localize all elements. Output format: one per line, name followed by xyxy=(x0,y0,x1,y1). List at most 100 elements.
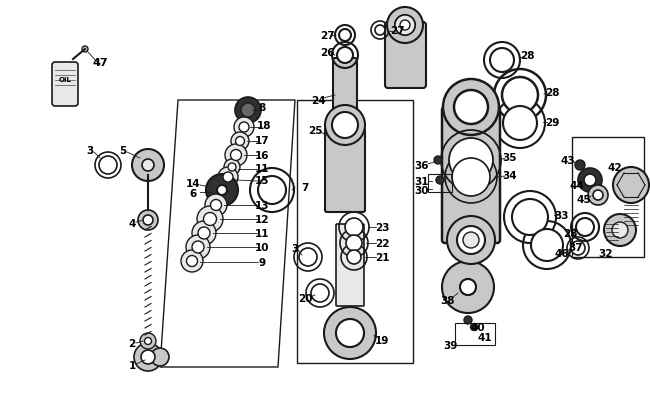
Text: 45: 45 xyxy=(577,194,592,205)
Circle shape xyxy=(452,159,490,196)
Circle shape xyxy=(223,173,233,183)
Circle shape xyxy=(140,333,156,349)
Text: 39: 39 xyxy=(443,340,457,350)
Text: 22: 22 xyxy=(375,239,389,248)
Text: 16: 16 xyxy=(255,151,269,161)
Text: 13: 13 xyxy=(255,200,269,211)
Circle shape xyxy=(593,190,603,200)
FancyBboxPatch shape xyxy=(442,108,500,243)
Text: 19: 19 xyxy=(375,335,389,345)
Text: 20: 20 xyxy=(298,293,312,303)
Circle shape xyxy=(231,150,242,161)
Text: 21: 21 xyxy=(375,252,389,262)
Circle shape xyxy=(347,250,361,264)
Circle shape xyxy=(324,307,376,359)
Bar xyxy=(455,323,495,345)
Circle shape xyxy=(464,316,472,324)
Circle shape xyxy=(181,250,203,272)
Circle shape xyxy=(311,284,329,302)
Text: 5: 5 xyxy=(120,146,127,156)
Circle shape xyxy=(339,30,351,42)
Circle shape xyxy=(299,248,317,266)
Text: 40: 40 xyxy=(471,322,486,332)
Text: 35: 35 xyxy=(502,153,517,162)
Text: 11: 11 xyxy=(255,228,269,239)
Circle shape xyxy=(235,137,244,146)
Circle shape xyxy=(235,98,261,124)
Text: 43: 43 xyxy=(561,156,575,166)
Circle shape xyxy=(531,230,563,261)
Text: 42: 42 xyxy=(608,162,622,173)
Circle shape xyxy=(447,216,495,264)
Bar xyxy=(428,175,452,192)
Circle shape xyxy=(225,145,247,166)
Text: 31: 31 xyxy=(415,177,429,187)
Text: 9: 9 xyxy=(259,257,266,267)
Circle shape xyxy=(187,256,198,267)
Circle shape xyxy=(387,8,423,44)
Circle shape xyxy=(258,177,286,205)
Circle shape xyxy=(612,222,628,239)
Text: 28: 28 xyxy=(545,88,559,98)
Circle shape xyxy=(613,168,649,203)
Text: 8: 8 xyxy=(259,103,266,113)
Circle shape xyxy=(224,160,240,175)
Text: 47: 47 xyxy=(92,58,108,68)
Circle shape xyxy=(144,338,151,345)
Circle shape xyxy=(143,215,153,226)
Circle shape xyxy=(337,48,353,64)
Circle shape xyxy=(490,49,514,73)
Circle shape xyxy=(457,226,485,254)
Text: 28: 28 xyxy=(563,228,577,239)
Circle shape xyxy=(395,16,415,36)
Text: 14: 14 xyxy=(186,179,200,189)
Circle shape xyxy=(332,113,358,139)
Text: 30: 30 xyxy=(415,185,429,196)
Circle shape xyxy=(206,175,238,207)
Text: 3: 3 xyxy=(291,243,298,254)
Circle shape xyxy=(576,218,594,237)
Circle shape xyxy=(575,161,585,171)
Text: 36: 36 xyxy=(415,161,429,171)
Text: 26: 26 xyxy=(320,48,334,58)
Circle shape xyxy=(197,207,223,232)
Circle shape xyxy=(99,157,117,175)
Circle shape xyxy=(192,222,216,245)
Circle shape xyxy=(228,164,236,172)
Circle shape xyxy=(218,168,238,188)
Text: 34: 34 xyxy=(502,171,517,181)
Text: 33: 33 xyxy=(554,211,569,220)
Circle shape xyxy=(375,26,385,36)
Circle shape xyxy=(436,177,444,185)
Circle shape xyxy=(584,175,596,187)
Text: 27: 27 xyxy=(320,31,334,41)
Circle shape xyxy=(604,215,636,246)
Text: 38: 38 xyxy=(441,295,455,305)
Circle shape xyxy=(463,232,479,248)
Circle shape xyxy=(231,133,249,151)
Text: 12: 12 xyxy=(255,215,269,224)
Circle shape xyxy=(502,78,538,114)
Circle shape xyxy=(571,241,585,256)
Circle shape xyxy=(345,218,363,237)
Bar xyxy=(572,138,644,257)
Text: 10: 10 xyxy=(255,243,269,252)
Text: 2: 2 xyxy=(129,338,136,348)
Circle shape xyxy=(141,350,155,364)
Circle shape xyxy=(346,235,362,252)
Text: 24: 24 xyxy=(311,96,325,106)
Circle shape xyxy=(460,279,476,295)
Text: 7: 7 xyxy=(302,183,309,192)
Circle shape xyxy=(151,348,169,366)
FancyBboxPatch shape xyxy=(385,23,426,89)
Circle shape xyxy=(217,185,227,196)
Text: OIL: OIL xyxy=(58,77,72,83)
Circle shape xyxy=(578,168,602,192)
Circle shape xyxy=(443,80,499,136)
Circle shape xyxy=(239,123,249,133)
Circle shape xyxy=(503,107,537,141)
Circle shape xyxy=(186,235,210,259)
Text: 6: 6 xyxy=(189,189,196,198)
Text: 41: 41 xyxy=(478,332,492,342)
Text: 23: 23 xyxy=(375,222,389,232)
